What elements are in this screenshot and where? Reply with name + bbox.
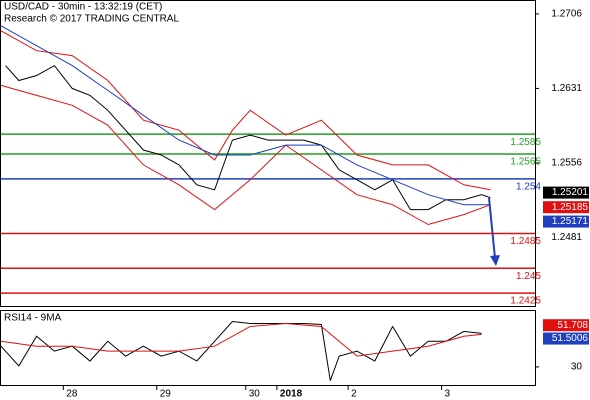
y-tick-label: 1.2556 [551,158,582,169]
y-tick-label: 1.2481 [551,232,582,243]
series-line [0,320,482,381]
series-line [0,30,491,191]
x-tick-label: 2 [351,389,357,400]
x-tick-label: 30 [249,389,261,400]
series-line [5,64,491,211]
level-label: 1.2485 [510,236,541,247]
x-tick-label: 29 [160,389,172,400]
level-label: 1.2565 [510,157,541,168]
last-value-box [543,319,589,332]
level-label: 1.245 [516,271,541,282]
last-value-box [543,332,589,345]
chart-subtitle: Research © 2017 TRADING CENTRAL [4,14,179,25]
chart-title: USD/CAD - 30min - 13:32:19 (CET) [4,2,162,13]
last-value-label: 1.25171 [552,216,589,227]
y-tick-label: 30 [571,362,583,373]
level-label: 1.254 [516,181,541,192]
series-line [0,322,482,357]
last-value-box [543,215,589,228]
forecast-arrow [488,197,500,266]
last-value-label: 51.5006 [552,333,589,344]
y-tick-label: 1.2706 [551,9,582,20]
x-tick-label: 28 [66,389,78,400]
x-tick-label: 2018 [280,389,303,400]
rsi-title: RSI14 - 9MA [4,313,62,324]
last-value-label: 51.708 [557,320,588,331]
level-label: 1.2425 [510,296,541,307]
last-value-box [543,186,589,199]
last-value-label: 1.25185 [552,202,589,213]
rsi-panel [0,310,536,386]
series-line [0,25,491,206]
x-tick-label: 3 [445,389,451,400]
y-tick-label: 1.2631 [551,83,582,94]
level-label: 1.2585 [510,137,541,148]
last-value-box [543,201,589,214]
last-value-label: 1.25201 [552,187,589,198]
series-line [0,84,491,226]
